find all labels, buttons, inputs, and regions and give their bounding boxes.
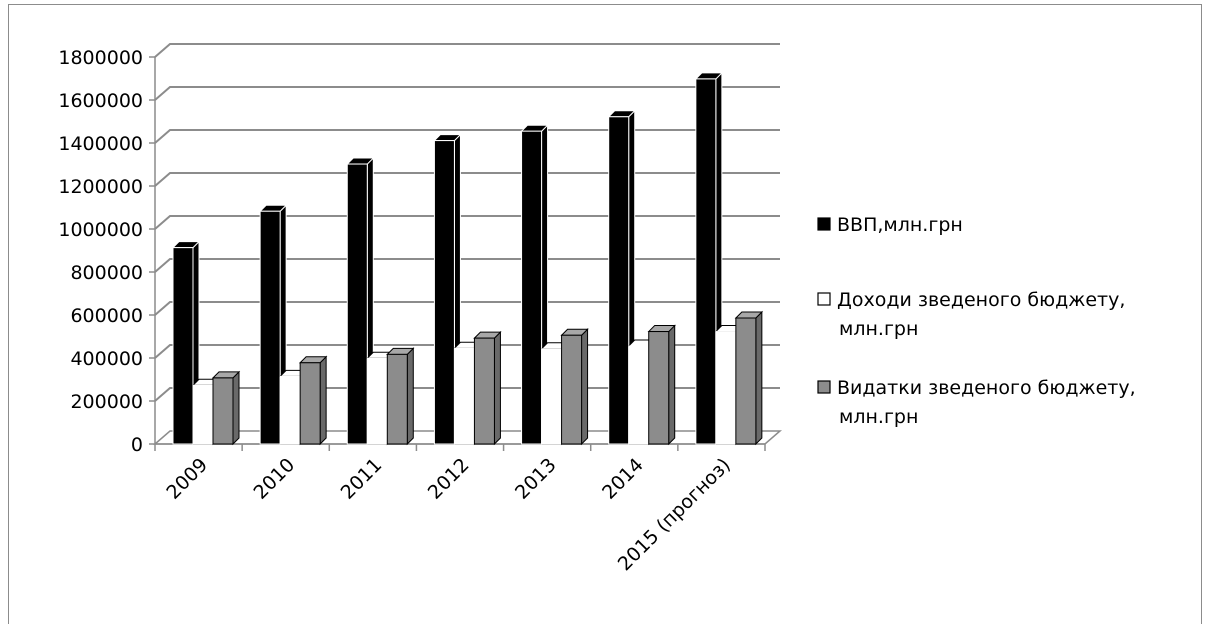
y-tick-label: 800000 bbox=[70, 262, 143, 284]
legend-item-revenue: Доходи зведеного бюджету, млн.грн bbox=[817, 289, 1125, 340]
legend-label: Видатки зведеного бюджету, bbox=[837, 377, 1136, 399]
legend-label: млн.грн bbox=[839, 406, 918, 428]
legend-swatch bbox=[817, 292, 831, 306]
chart-frame bbox=[8, 4, 1202, 624]
legend-label: Доходи зведеного бюджету, bbox=[837, 289, 1125, 311]
gridline bbox=[154, 172, 780, 187]
y-tick-label: 400000 bbox=[70, 348, 143, 370]
y-tick-label: 200000 bbox=[70, 391, 143, 413]
gridline bbox=[154, 301, 780, 316]
gridline bbox=[154, 129, 780, 144]
bar-expenditure-3 bbox=[473, 330, 502, 446]
y-tick-label: 0 bbox=[131, 434, 143, 456]
legend-swatch bbox=[817, 217, 831, 231]
x-tick-label: 2010 bbox=[249, 454, 299, 504]
bar-expenditure-5 bbox=[647, 324, 676, 446]
gridline bbox=[154, 86, 780, 101]
bar-gdp-0 bbox=[171, 240, 201, 446]
legend-label: млн.грн bbox=[839, 318, 918, 340]
x-tick-label: 2013 bbox=[511, 454, 561, 504]
x-tick-label: 2011 bbox=[337, 454, 387, 504]
legend-item-gdp: ВВП,млн.грн bbox=[817, 214, 963, 236]
legend-swatch bbox=[817, 380, 831, 394]
x-tick-label: 2009 bbox=[162, 454, 212, 504]
bar-expenditure-4 bbox=[560, 328, 589, 446]
y-tick-label: 1400000 bbox=[58, 133, 143, 155]
y-tick-label: 1200000 bbox=[58, 176, 143, 198]
bar-gdp-5 bbox=[607, 109, 636, 446]
gridline bbox=[154, 258, 780, 273]
bar-expenditure-6 bbox=[734, 310, 764, 446]
gridline bbox=[154, 215, 780, 230]
y-tick-label: 1000000 bbox=[58, 219, 143, 241]
x-tick-label: 2014 bbox=[598, 454, 648, 504]
gridlines bbox=[154, 43, 780, 402]
bar-expenditure-1 bbox=[298, 355, 328, 446]
legend: ВВП,млн.грн Доходи зведеного бюджету, млн.… bbox=[817, 214, 1136, 428]
x-tick-label: 2012 bbox=[424, 454, 474, 504]
legend-label: ВВП,млн.грн bbox=[837, 214, 963, 236]
bar-expenditure-2 bbox=[386, 347, 415, 446]
gridline bbox=[154, 43, 780, 58]
bars bbox=[171, 71, 764, 446]
bar-expenditure-0 bbox=[211, 370, 241, 446]
legend-item-expenditure: Видатки зведеного бюджету, млн.грн bbox=[817, 377, 1136, 428]
y-tick-label: 600000 bbox=[70, 305, 143, 327]
y-tick-label: 1600000 bbox=[58, 90, 143, 112]
y-tick-labels: 0 200000 400000 600000 800000 1000000 1200000 1… bbox=[58, 47, 143, 456]
y-tick-label: 1800000 bbox=[58, 47, 143, 69]
